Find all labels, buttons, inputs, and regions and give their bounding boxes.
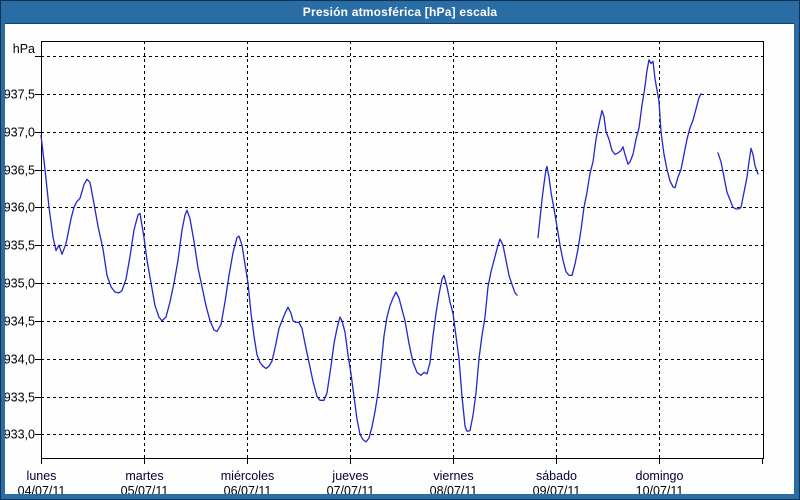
plot-border bbox=[41, 41, 764, 459]
y-tick-label: 937,0 bbox=[4, 126, 35, 140]
pressure-line-chart: 937,5 937,0 936,5 936,0 935,5 935,0 934,5 934,0… bbox=[4, 41, 764, 498]
y-tick-label: 933,5 bbox=[4, 391, 35, 405]
chart-titlebar: Presión atmosférica [hPa] escala bbox=[1, 1, 799, 24]
x-day-label: sábado bbox=[536, 469, 577, 483]
y-axis-unit-label: hPa bbox=[13, 42, 35, 56]
x-day-label: martes bbox=[125, 469, 163, 483]
y-tick-label: 933,0 bbox=[4, 428, 35, 442]
x-day-label: domingo bbox=[636, 469, 684, 483]
chart-title: Presión atmosférica [hPa] escala bbox=[302, 5, 498, 19]
window-frame-bottom bbox=[1, 494, 799, 499]
y-tick-label: 936,0 bbox=[4, 201, 35, 215]
window-frame-left bbox=[1, 23, 5, 499]
y-tick-label: 935,5 bbox=[4, 239, 35, 253]
pressure-line-segment bbox=[717, 147, 759, 210]
pressure-line-segment bbox=[537, 59, 702, 277]
x-day-label: jueves bbox=[331, 469, 368, 483]
y-tick-label: 934,5 bbox=[4, 315, 35, 329]
y-tick-label: 937,5 bbox=[4, 88, 35, 102]
y-tick-label: 934,0 bbox=[4, 353, 35, 367]
x-day-label: miércoles bbox=[221, 469, 275, 483]
x-day-label: lunes bbox=[27, 469, 57, 483]
y-tick-label: 936,5 bbox=[4, 164, 35, 178]
gridlines bbox=[35, 41, 763, 464]
window-frame-right bbox=[794, 23, 799, 499]
axis-labels: 937,5 937,0 936,5 936,0 935,5 935,0 934,5 934,0… bbox=[4, 42, 684, 498]
pressure-series bbox=[40, 59, 759, 443]
pressure-line-segment bbox=[40, 134, 518, 443]
y-tick-label: 935,0 bbox=[4, 277, 35, 291]
x-day-label: viernes bbox=[433, 469, 473, 483]
